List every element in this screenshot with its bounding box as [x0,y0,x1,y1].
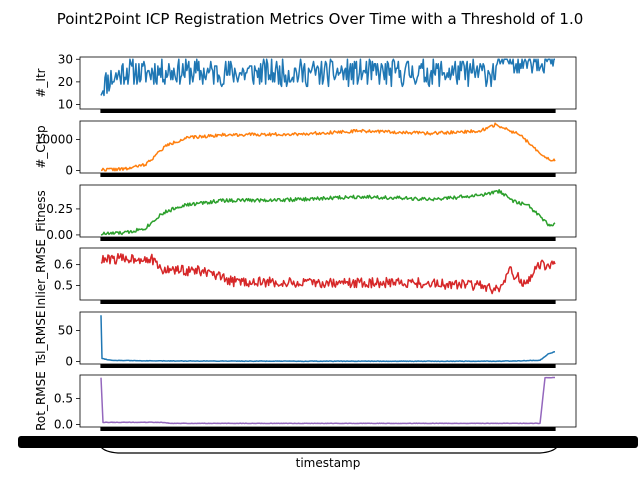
panel-5: 0 50 Tsl_RMSE [34,311,577,369]
x-tick-labels [18,436,638,454]
y-tick-label: 0.00 [46,228,73,242]
y-tick-label: 50 [58,324,73,338]
y-tick-label: 0.6 [54,258,73,272]
panel-frame [79,120,577,174]
series-line-3 [100,188,556,236]
x-tick-marks [100,427,556,431]
chart-panels: 102030#_Itr010000#_Crsp0.000.25Fitness0.… [18,52,638,454]
y-axis-label: #_Itr [34,68,48,97]
y-axis-label: #_Crsp [34,125,48,168]
panel-2: 0 10000#_Crsp [34,120,577,178]
y-tick-label: 10 [58,97,73,111]
y-axis-label: Tsl_RMSE [34,311,48,367]
series-line-4 [100,252,556,295]
chart-title: Point2Point ICP Registration Metrics Ove… [57,10,584,28]
panel-4: 0.5 0.6 Inlier_RMSE [34,239,577,309]
series-line-2 [100,122,556,172]
panel-1: 10 20 30 #_Itr [34,52,577,113]
y-axis-label: Rot_RMSE [34,371,48,431]
y-tick-label: 0 [65,355,73,369]
y-axis-label: Fitness [34,190,48,232]
panel-frame [79,56,577,110]
x-tick-marks [100,173,556,177]
x-tick-label-tail [100,446,558,454]
y-tick-label: 20 [58,75,73,89]
y-tick-label: 0.5 [54,391,73,405]
x-tick-label-band [18,436,638,448]
y-tick-label: 30 [58,52,73,66]
panel-6: 0.0 0.5 Rot_RMSE [34,371,577,431]
y-tick-label: 0.5 [54,278,73,292]
x-tick-marks [100,237,556,241]
x-axis-label: timestamp [296,456,361,470]
x-tick-marks [100,109,556,113]
y-tick-label: 0.25 [46,202,73,216]
panel-frame [79,311,577,365]
panel-frame [79,247,577,301]
y-tick-label: 0 [65,164,73,178]
series-line-1 [100,58,555,97]
y-tick-label: 0.0 [54,417,73,431]
x-tick-marks [100,364,556,368]
y-axis-label: Inlier_RMSE [34,239,48,309]
panel-frame [79,374,577,428]
y-tick-label: 10000 [35,133,73,147]
series-line-6 [100,376,556,425]
panel-frame [79,184,577,238]
x-tick-marks [100,300,556,304]
series-line-5 [100,315,556,363]
